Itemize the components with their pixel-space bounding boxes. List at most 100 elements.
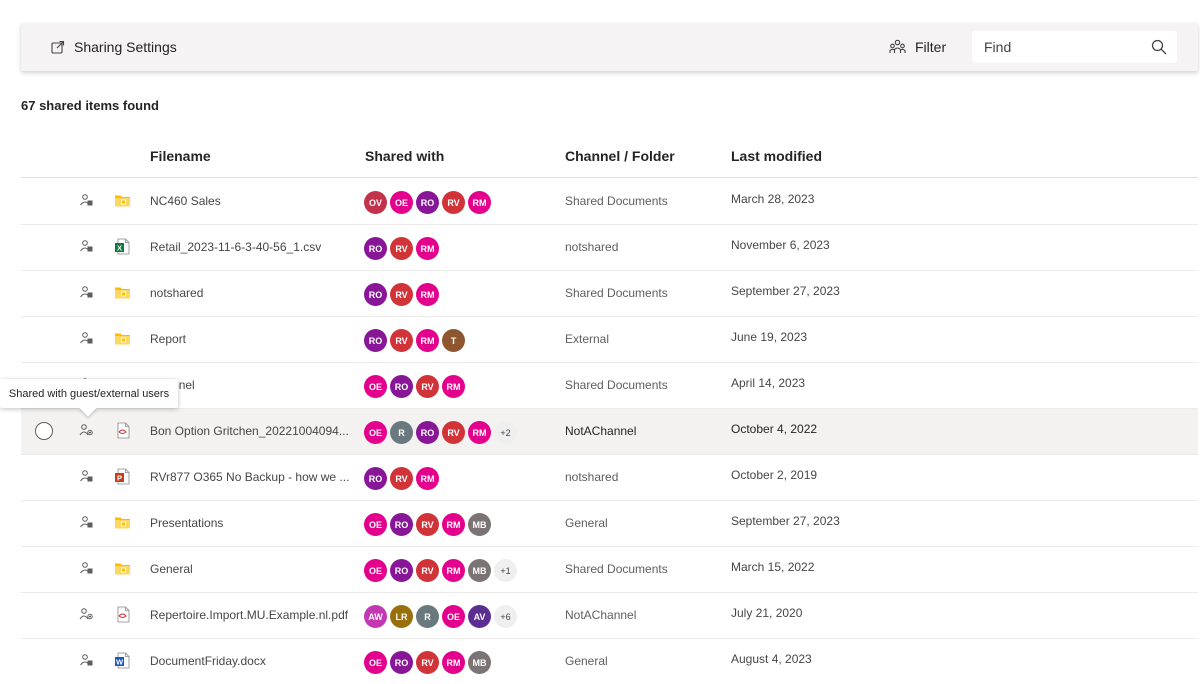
last-modified-text: June 19, 2023 <box>731 330 808 344</box>
org-share-icon[interactable] <box>79 469 93 483</box>
avatar[interactable]: RM <box>442 651 465 674</box>
avatar[interactable]: R <box>416 605 439 628</box>
filename-link[interactable]: NC460 Sales <box>150 194 221 208</box>
org-share-icon[interactable] <box>79 561 93 575</box>
org-share-icon[interactable] <box>79 515 93 529</box>
more-people-badge[interactable]: +1 <box>494 559 517 582</box>
avatar[interactable]: RO <box>364 237 387 260</box>
channel-folder-text: notshared <box>565 240 619 254</box>
shared-with-avatars: RO RV RM <box>364 283 439 306</box>
search-input[interactable] <box>972 39 1142 55</box>
table-row[interactable]: Presentations OE RO RV RM MB General September … <box>21 501 1198 547</box>
avatar[interactable]: RV <box>416 513 439 536</box>
filename-link[interactable]: Bon Option Gritchen_20221004094... <box>150 424 349 438</box>
avatar[interactable]: RV <box>416 375 439 398</box>
guest-share-icon[interactable] <box>79 607 93 621</box>
avatar[interactable]: OE <box>390 191 413 214</box>
avatar[interactable]: MB <box>468 559 491 582</box>
avatar[interactable]: RV <box>416 651 439 674</box>
avatar[interactable]: RO <box>390 559 413 582</box>
channel-folder-text: Shared Documents <box>565 562 668 576</box>
table-row[interactable]: General OE RO RV RM MB +1 Shared Documents March… <box>21 547 1198 593</box>
avatar[interactable]: RV <box>390 237 413 260</box>
avatar[interactable]: RO <box>364 283 387 306</box>
table-row[interactable]: notshared RO RV RM Shared Documents September… <box>21 271 1198 317</box>
avatar[interactable]: RM <box>442 513 465 536</box>
avatar[interactable]: RO <box>364 467 387 490</box>
filename-link[interactable]: General <box>150 562 193 576</box>
avatar[interactable]: R <box>390 421 413 444</box>
guest-share-icon[interactable] <box>79 423 93 437</box>
avatar[interactable]: RV <box>390 283 413 306</box>
filename-link[interactable]: RVr877 O365 No Backup - how we ... <box>150 470 350 484</box>
avatar[interactable]: RO <box>416 191 439 214</box>
avatar[interactable]: RM <box>416 329 439 352</box>
filename-link[interactable]: Presentations <box>150 516 224 530</box>
avatar[interactable]: OE <box>364 375 387 398</box>
column-header-channel-folder[interactable]: Channel / Folder <box>565 148 675 164</box>
table-row[interactable]: P RVr877 O365 No Backup - how we ... RO RV… <box>21 455 1198 501</box>
avatar[interactable]: OE <box>364 513 387 536</box>
table-row[interactable]: Bon Option Gritchen_20221004094... OE R RO R… <box>21 409 1198 455</box>
column-header-filename[interactable]: Filename <box>150 148 211 164</box>
row-select-checkbox[interactable] <box>35 422 53 440</box>
more-people-badge[interactable]: +6 <box>494 605 517 628</box>
avatar[interactable]: RM <box>468 191 491 214</box>
avatar[interactable]: OE <box>442 605 465 628</box>
more-people-badge[interactable]: +2 <box>494 421 517 444</box>
avatar[interactable]: RM <box>416 283 439 306</box>
avatar[interactable]: RV <box>416 559 439 582</box>
avatar[interactable]: RV <box>390 329 413 352</box>
shared-with-avatars: OE R RO RV RM +2 <box>364 421 517 444</box>
avatar[interactable]: RO <box>390 513 413 536</box>
table-row[interactable]: Report RO RV RM T External June 19, 2023 <box>21 317 1198 363</box>
avatar[interactable]: AW <box>364 605 387 628</box>
filename-link[interactable]: Repertoire.Import.MU.Example.nl.pdf <box>150 608 349 622</box>
column-header-last-modified[interactable]: Last modified <box>731 148 823 164</box>
avatar[interactable]: RV <box>442 191 465 214</box>
avatar[interactable]: AV <box>468 605 491 628</box>
filename-link[interactable]: notshared <box>150 286 204 300</box>
channel-folder-text: General <box>565 516 608 530</box>
avatar[interactable]: LR <box>390 605 413 628</box>
sharing-settings-button[interactable]: Sharing Settings <box>51 23 177 71</box>
table-row[interactable]: W DocumentFriday.docx OE RO RV RM MB General Au… <box>21 639 1198 684</box>
avatar[interactable]: RO <box>416 421 439 444</box>
avatar[interactable]: RO <box>390 651 413 674</box>
avatar[interactable]: RV <box>442 421 465 444</box>
filename-link[interactable]: Retail_2023-11-6-3-40-56_1.csv <box>150 240 322 254</box>
avatar[interactable]: MB <box>468 651 491 674</box>
avatar[interactable]: MB <box>468 513 491 536</box>
avatar[interactable]: RO <box>364 329 387 352</box>
avatar[interactable]: RM <box>468 421 491 444</box>
avatar[interactable]: OE <box>364 421 387 444</box>
filename-link[interactable]: Report <box>150 332 187 346</box>
filename-link[interactable]: DocumentFriday.docx <box>150 654 266 668</box>
avatar[interactable]: OV <box>364 191 387 214</box>
org-share-icon[interactable] <box>79 239 93 253</box>
shared-with-avatars: RO RV RM T <box>364 329 465 352</box>
excel-file-icon: X <box>115 238 130 255</box>
org-share-icon[interactable] <box>79 285 93 299</box>
avatar[interactable]: RM <box>442 375 465 398</box>
org-share-icon[interactable] <box>79 331 93 345</box>
filter-button[interactable]: Filter <box>889 23 946 71</box>
table-row[interactable]: Repertoire.Import.MU.Example.nl.pdf AW LR R… <box>21 593 1198 639</box>
org-share-icon[interactable] <box>79 653 93 667</box>
last-modified-text: October 2, 2019 <box>731 468 818 482</box>
avatar[interactable]: OE <box>364 559 387 582</box>
table-row[interactable]: NC460 Sales OV OE RO RV RM Shared Documents Mar… <box>21 179 1198 225</box>
avatar[interactable]: OE <box>364 651 387 674</box>
table-row[interactable]: X Retail_2023-11-6-3-40-56_1.csv RO RV RM no… <box>21 225 1198 271</box>
column-header-shared-with[interactable]: Shared with <box>365 148 445 164</box>
avatar[interactable]: RM <box>442 559 465 582</box>
avatar[interactable]: RO <box>390 375 413 398</box>
avatar[interactable]: RV <box>390 467 413 490</box>
avatar[interactable]: RM <box>416 237 439 260</box>
avatar[interactable]: T <box>442 329 465 352</box>
org-share-icon[interactable] <box>79 193 93 207</box>
avatar[interactable]: RM <box>416 467 439 490</box>
svg-text:P: P <box>117 474 122 483</box>
search-icon[interactable] <box>1151 39 1167 55</box>
